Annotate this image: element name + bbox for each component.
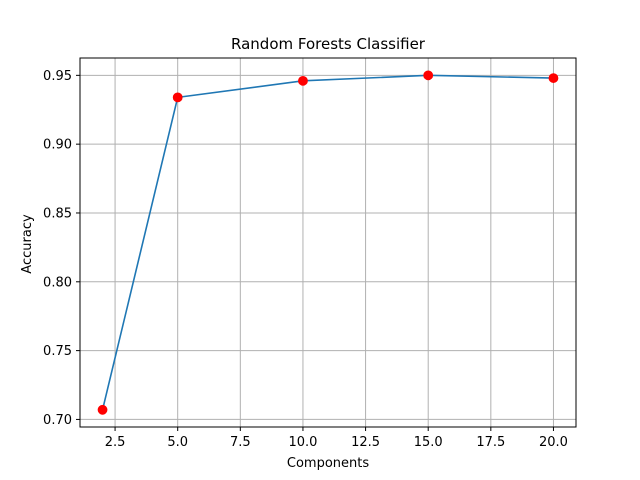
y-tick-label: 0.95	[43, 69, 72, 84]
series	[97, 70, 559, 415]
x-tick-label: 2.5	[105, 435, 126, 450]
x-tick-label: 17.5	[476, 435, 505, 450]
x-tick-label: 12.5	[351, 435, 380, 450]
x-tick-label: 7.5	[230, 435, 251, 450]
grid-lines	[80, 58, 576, 427]
data-point-marker	[172, 92, 183, 103]
x-axis-label: Components	[287, 456, 369, 471]
x-tick-label: 15.0	[414, 435, 443, 450]
y-axis-label: Accuracy	[20, 214, 35, 274]
chart-title: Random Forests Classifier	[231, 35, 426, 53]
x-tick-label: 20.0	[539, 435, 568, 450]
y-tick-label: 0.80	[43, 275, 72, 290]
plot-frame	[79, 57, 577, 428]
y-tick-label: 0.75	[43, 344, 72, 359]
y-tick-label: 0.85	[43, 206, 72, 221]
tick-labels: 2.5 5.0 7.5 10.0 12.5 15.0 17.5 20.0 0.70 0.75 0.8…	[43, 69, 568, 450]
data-point-marker	[97, 404, 108, 415]
y-tick-label: 0.70	[43, 413, 72, 428]
x-tick-label: 10.0	[288, 435, 317, 450]
axis-ticks	[76, 74, 554, 431]
data-point-marker	[298, 75, 308, 86]
data-point-marker	[423, 70, 434, 81]
data-point-marker	[548, 73, 559, 83]
y-tick-label: 0.90	[43, 138, 72, 153]
x-tick-label: 5.0	[167, 435, 188, 450]
